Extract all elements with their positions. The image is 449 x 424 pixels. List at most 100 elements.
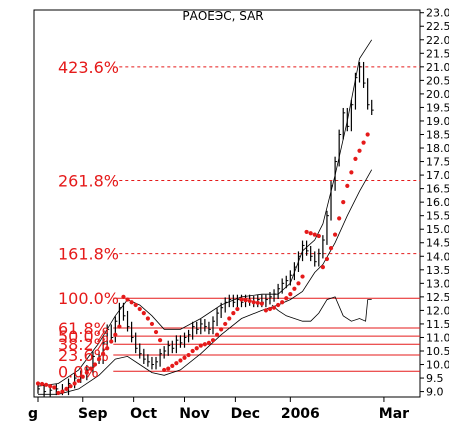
plot-area <box>33 9 421 398</box>
sar-dot <box>304 229 309 235</box>
sar-dot <box>219 327 224 332</box>
sar-dot <box>312 232 317 237</box>
x-tick-label: Oct <box>130 406 157 422</box>
sar-dot <box>316 233 321 239</box>
y-tick-label: 10.5 <box>426 345 449 358</box>
x-tick-label: 2006 <box>281 406 320 422</box>
x-tick-label: Mar <box>379 406 409 422</box>
sar-dot <box>190 348 195 354</box>
sar-dot <box>263 308 269 313</box>
y-tick-label: 15.5 <box>426 210 449 223</box>
sar-dot <box>361 140 366 145</box>
x-tick-label: Nov <box>179 406 209 422</box>
sar-dot <box>202 342 207 347</box>
sar-dot <box>337 216 342 221</box>
sar-dot <box>178 358 183 363</box>
y-tick-label: 21.5 <box>426 47 449 60</box>
sar-dot <box>84 370 89 375</box>
fib-level-label: 0.0% <box>58 362 99 381</box>
y-tick-label: 23.0 <box>426 7 449 20</box>
y-tick-label: 9.0 <box>426 386 444 399</box>
sar-dot <box>153 329 159 335</box>
y-tick-label: 22.5 <box>426 20 449 33</box>
sar-dot <box>255 300 260 305</box>
sar-dot <box>113 332 118 337</box>
sar-dot <box>64 386 69 391</box>
sar-dot <box>170 363 175 368</box>
y-tick-label: 13.5 <box>426 264 449 277</box>
y-tick-label: 21.0 <box>426 61 449 74</box>
sar-dot <box>198 343 203 348</box>
sar-dot <box>353 156 358 161</box>
sar-dot <box>214 332 220 337</box>
sar-dot <box>60 389 65 394</box>
sar-dot <box>68 384 73 389</box>
sar-dot <box>96 357 102 362</box>
x-tick-label: Sep <box>78 406 108 422</box>
y-tick-label: 13.0 <box>426 277 449 290</box>
sar-dot <box>125 297 130 302</box>
sar-dot <box>194 346 199 351</box>
sar-dot <box>35 381 41 386</box>
sar-dot <box>141 311 146 316</box>
sar-dot <box>109 339 114 344</box>
sar-dot <box>166 366 171 371</box>
sar-dot <box>357 148 362 153</box>
sar-dot <box>296 281 301 286</box>
sar-dot <box>145 316 150 321</box>
sar-dot <box>121 294 126 299</box>
sar-dot <box>345 183 350 189</box>
sar-dot <box>239 297 244 302</box>
sar-dot <box>44 382 49 387</box>
sar-dot <box>235 306 240 312</box>
sar-dot <box>52 385 57 390</box>
sar-dot <box>186 352 191 358</box>
plot-frame <box>33 9 421 398</box>
price-series <box>37 61 374 397</box>
sar-series <box>35 132 370 396</box>
sar-dot <box>365 132 370 137</box>
sar-dot <box>92 362 98 367</box>
sar-dot <box>227 316 232 321</box>
sar-dot <box>271 305 277 310</box>
sar-dot <box>308 231 313 236</box>
sar-dot <box>324 256 330 262</box>
fib-level-label: 261.8% <box>58 171 119 190</box>
fib-level-label: 100.0% <box>58 289 119 308</box>
fib-level-label: 38.2% <box>58 335 109 354</box>
fib-level-labels: 423.6% 261.8% 161.8% 100.0% 61.8%50.0%38.2%2… <box>58 58 119 381</box>
sar-dot <box>88 366 94 371</box>
sar-dot <box>101 351 106 356</box>
sar-dot <box>349 170 354 175</box>
y-tick-label: 19.0 <box>426 115 449 128</box>
y-tick-label: 19.5 <box>426 101 449 114</box>
sar-dot <box>247 298 252 304</box>
fib-level-label: 50.0% <box>58 327 109 346</box>
y-tick-label: 14.0 <box>426 250 449 263</box>
sar-dot <box>174 361 179 366</box>
sar-dot <box>162 367 167 373</box>
sar-dot <box>129 300 134 305</box>
y-tick-label: 12.5 <box>426 291 449 304</box>
sar-dot <box>206 340 212 345</box>
sar-dot <box>267 306 273 312</box>
y-tick-label: 11.5 <box>426 318 449 331</box>
sar-dot <box>259 301 264 306</box>
sar-dot <box>133 302 138 308</box>
sar-dot <box>300 274 305 279</box>
sar-dot <box>76 378 81 383</box>
fib-level-label: 61.8% <box>58 319 109 338</box>
sar-dot <box>80 374 85 379</box>
y-tick-label: 16.0 <box>426 196 449 209</box>
y-tick-label: 20.5 <box>426 74 449 87</box>
y-tick-label: 10.0 <box>426 359 449 372</box>
sar-dot <box>243 298 248 303</box>
sar-dot <box>223 321 228 327</box>
sar-dot <box>341 200 346 205</box>
sar-dot <box>328 246 334 251</box>
y-tick-label: 17.5 <box>426 156 449 169</box>
y-tick-label: 22.0 <box>426 34 449 47</box>
fib-level-label: 23.6% <box>58 346 109 365</box>
sar-dot <box>72 381 77 386</box>
